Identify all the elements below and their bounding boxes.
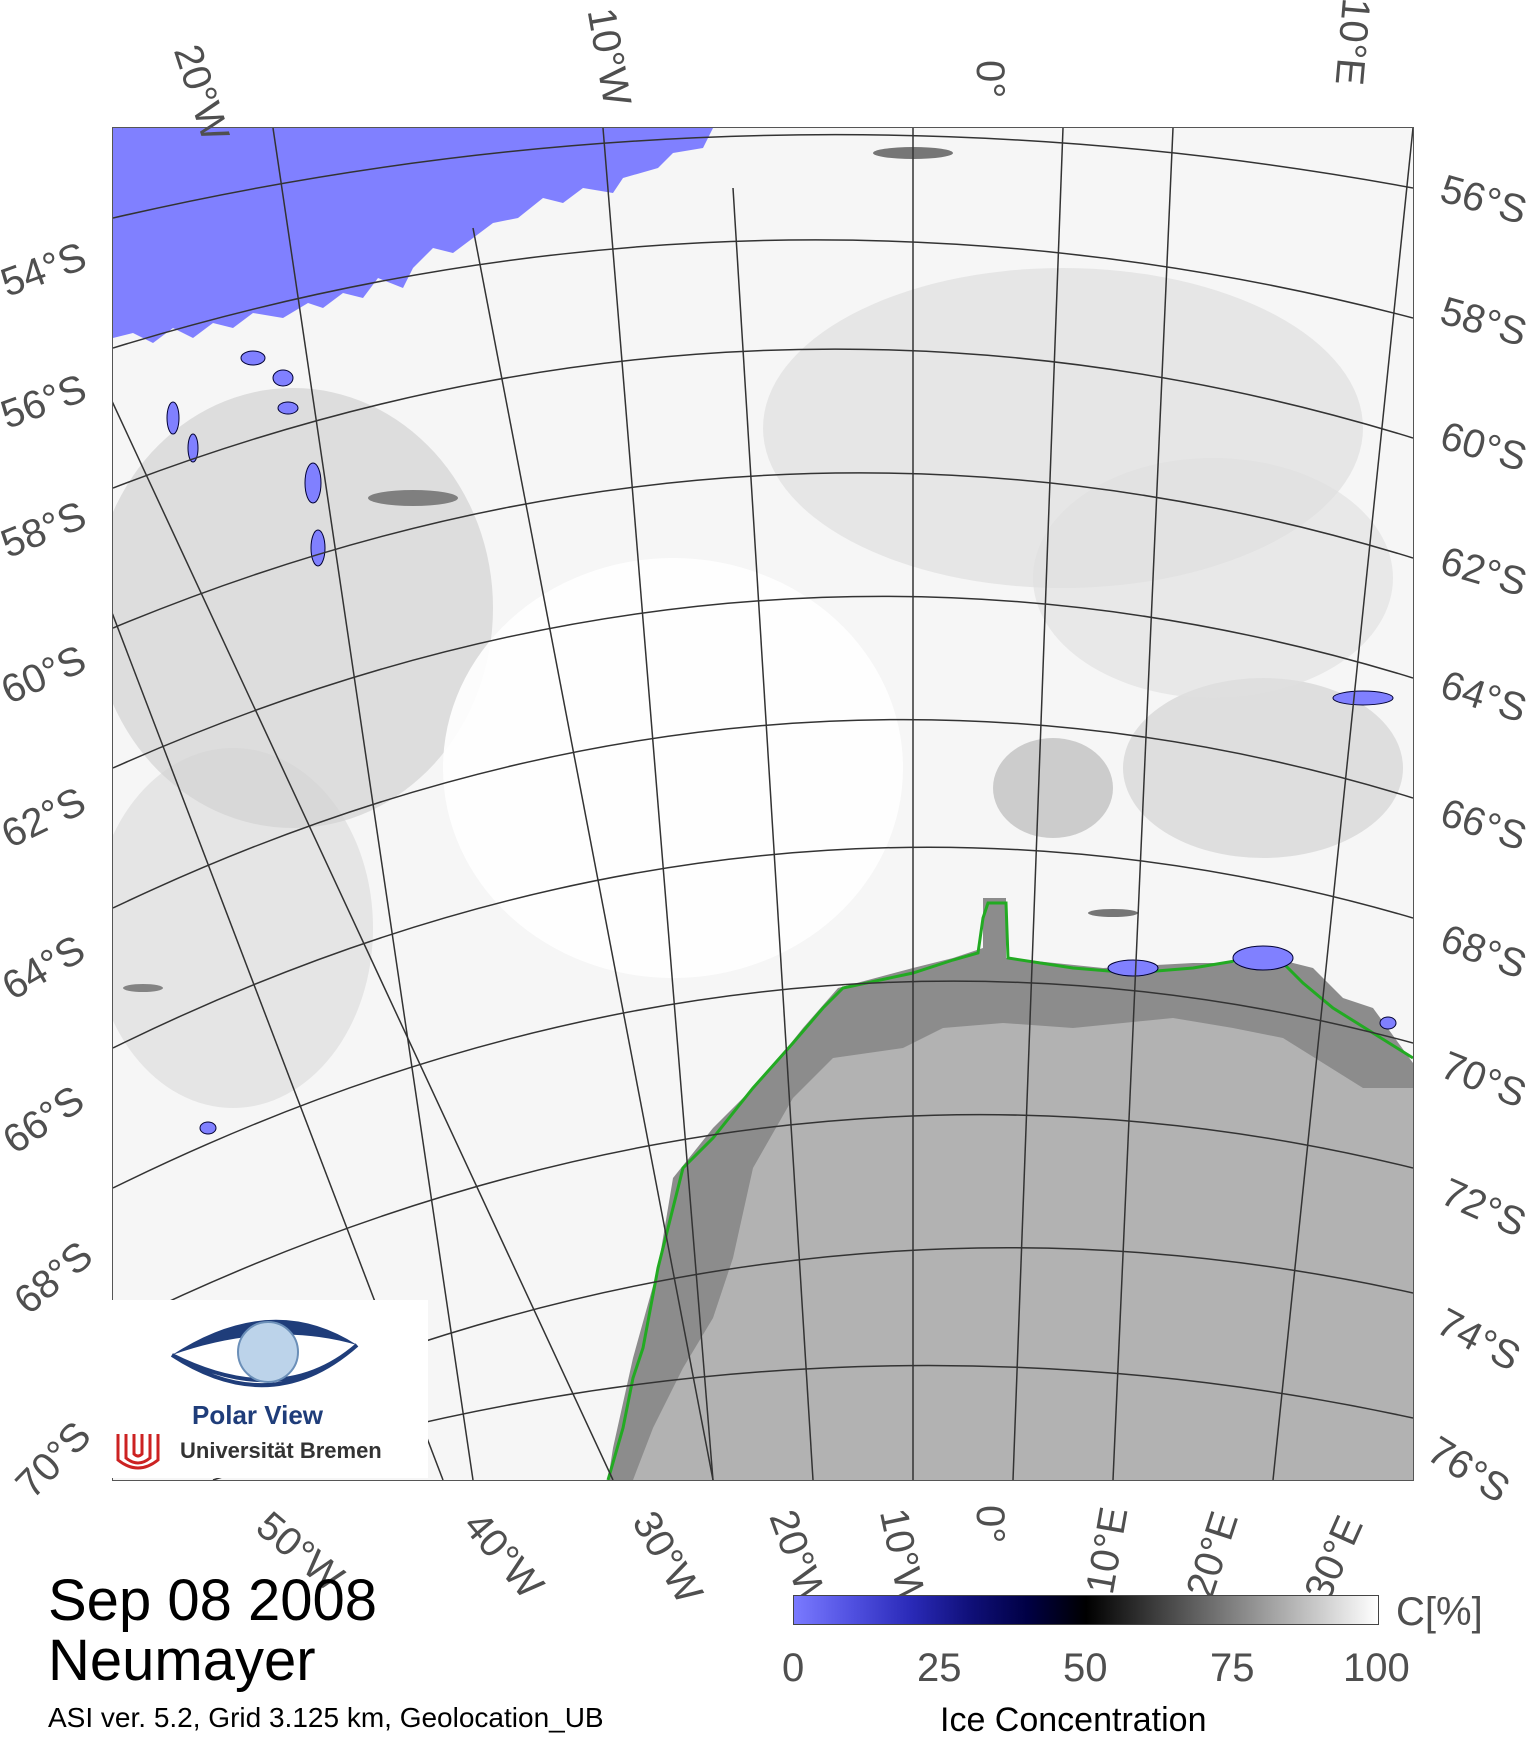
polar-view-logo: Polar View Universität Bremen [112,1300,428,1478]
left-lat-label: 54°S [0,234,93,306]
left-lat-label: 62°S [0,779,93,857]
open-water-region [113,128,713,343]
bottom-lon-label: 20°E [1178,1506,1247,1603]
right-lat-label: 68°S [1435,916,1533,988]
colorbar-tick: 75 [1210,1646,1255,1690]
right-lat-label: 74°S [1429,1300,1528,1380]
right-lat-label: 60°S [1435,413,1532,481]
colorbar-tick: 100 [1343,1646,1410,1690]
top-lon-label: 10°W [578,4,640,110]
ice-texture-6 [1033,458,1393,698]
left-lat-label: 56°S [0,366,93,438]
colorbar-unit: C[%] [1396,1590,1483,1634]
bottom-lon-label: 10°E [1078,1503,1137,1598]
image-date: Sep 08 2008 [48,1568,377,1633]
bottom-lon-label: 10°W [870,1504,935,1610]
left-lat-label: 60°S [0,637,93,713]
sea-ice-map [112,127,1414,1481]
bottom-lon-label: 0° [968,1505,1012,1544]
ice-texture-7 [443,558,903,978]
bottom-lon-label: 30°E [1296,1509,1372,1608]
ice-concentration-colorbar [793,1595,1379,1625]
university-seal-icon [114,1432,162,1474]
colorbar-tick: 25 [917,1646,962,1690]
map-canvas [113,128,1413,1480]
colorbar-tick: 50 [1063,1646,1108,1690]
bottom-lon-label: 30°W [623,1504,711,1612]
right-lat-label: 58°S [1435,288,1532,356]
coastal-polynyas [1107,945,1397,1030]
left-lat-label: 66°S [0,1077,93,1163]
station-name: Neumayer [48,1628,316,1693]
polynya-patches [166,350,1394,1135]
right-lat-label: 70°S [1434,1043,1533,1117]
logo-title: Polar View [192,1400,324,1430]
right-lat-label: 72°S [1434,1170,1533,1246]
ice-texture-4 [993,738,1113,838]
product-metadata: ASI ver. 5.2, Grid 3.125 km, Geolocation… [48,1702,604,1733]
bottom-lon-label: 40°W [454,1503,552,1608]
right-lat-label: 76°S [1419,1428,1518,1512]
right-lat-label: 66°S [1435,790,1532,860]
colorbar-title: Ice Concentration [940,1701,1207,1739]
eye-logo-icon [114,1319,359,1474]
left-lat-label: 68°S [6,1233,102,1323]
colorbar-tick: 0 [782,1646,805,1690]
antarctic-land [633,1018,1413,1480]
left-lat-label: 58°S [0,493,93,567]
left-lat-label: 70°S [7,1413,100,1507]
right-lat-label: 64°S [1435,662,1532,732]
logo-institution: Universität Bremen [180,1438,382,1463]
right-lat-label: 56°S [1435,166,1532,234]
top-lon-label: 10°E [1326,0,1378,88]
top-lon-label: 0° [968,60,1012,99]
left-lat-label: 64°S [0,927,93,1009]
right-lat-label: 62°S [1435,538,1532,606]
ice-texture-5 [1123,678,1403,858]
